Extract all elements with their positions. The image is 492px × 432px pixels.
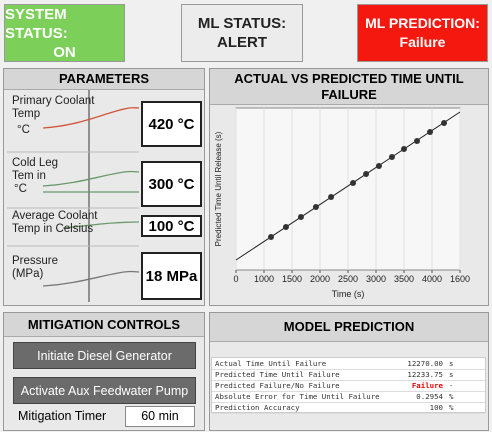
status-value: ON (53, 43, 76, 61)
table-cell: Predicted Failure/No Failure (215, 381, 340, 390)
point (375, 163, 382, 170)
param-label: Primary Coolant Temp (12, 95, 95, 120)
system-status: SYSTEM STATUS: ON (4, 4, 125, 62)
table-cell: Failure (411, 381, 443, 390)
x-tick-label: 3500 (394, 274, 414, 284)
prediction-table: Actual Time Until Failure 12270.00 s Predic… (211, 357, 486, 414)
param-label: Pressure (MPa) (12, 255, 59, 280)
point (401, 146, 407, 153)
x-tick-label: 4000 (422, 274, 442, 284)
table-cell: - (449, 381, 454, 390)
button[interactable]: Activate Aux Feedwater Pump (13, 377, 196, 404)
point (388, 154, 395, 161)
x-tick-label: 2000 (310, 274, 330, 284)
panel-title: PARAMETERS (4, 69, 204, 90)
table-cell: s (449, 359, 454, 368)
sparklines (7, 90, 140, 302)
point (312, 204, 319, 211)
table-row: Predicted Time Until Failure 12233.75 s (212, 369, 485, 381)
table-row: Predicted Failure/No Failure Failure - (212, 380, 485, 392)
status-label: ML STATUS: (197, 15, 287, 32)
table-cell: Actual Time Until Failure (215, 359, 327, 368)
point (350, 180, 357, 187)
timer-field[interactable]: 60 min (125, 406, 195, 427)
status-value: Failure (399, 34, 446, 50)
point (297, 214, 304, 221)
x-tick-label: 0 (233, 274, 238, 284)
point (268, 233, 274, 240)
param-value: 300 °C (141, 161, 202, 207)
point (414, 138, 421, 145)
point (328, 193, 335, 200)
x-tick-label: 2500 (338, 274, 358, 284)
table-cell: 12270.00 (407, 359, 443, 368)
status-label: SYSTEM STATUS: (5, 5, 68, 42)
x-tick-label: 3000 (366, 274, 386, 284)
x-axis-label: Time (s) (332, 289, 365, 299)
ml-prediction: ML PREDICTION: Failure (357, 4, 488, 62)
chart-title: ACTUAL VS PREDICTED TIME UNTIL FAILURE (210, 69, 488, 105)
status-value: ALERT (217, 34, 267, 51)
panel-title: MITIGATION CONTROLS (4, 313, 204, 337)
point (282, 223, 289, 230)
ml-status: ML STATUS: ALERT (181, 4, 303, 62)
table-cell: Absolute Error for Time Until Failure (215, 392, 380, 401)
chart: 0 1000 1500 2000 2500 3000 3500 4000 1600 Time (s… (214, 107, 470, 299)
y-axis-label: Predicted Time Until Release (s) (214, 131, 223, 246)
x-tick-label: 1000 (254, 274, 274, 284)
param-label: Cold Leg Tem in (12, 157, 59, 182)
x-tick-label: 1500 (282, 274, 302, 284)
timer-label: Mitigation Timer (18, 409, 107, 423)
param-label: Average Coolant Temp in Celsius (12, 210, 98, 235)
point (427, 128, 434, 135)
param-unit: °C (14, 183, 27, 195)
point (363, 171, 370, 178)
panel-title: MODEL PREDICTION (210, 313, 488, 342)
x-tick-label: 1600 (450, 274, 470, 284)
table-cell: Predicted Time Until Failure (215, 370, 340, 379)
status-label: ML PREDICTION: (365, 15, 480, 31)
point (441, 119, 448, 126)
param-value: 18 MPa (141, 252, 202, 300)
table-cell: Prediction Accuracy (215, 403, 300, 412)
table-cell: 12233.75 (407, 370, 443, 379)
table-cell: % (449, 403, 454, 412)
table-cell: % (449, 392, 454, 401)
table-cell: s (449, 370, 454, 379)
button[interactable]: Initiate Diesel Generator (13, 342, 196, 369)
param-value: 420 °C (141, 101, 202, 147)
table-row: Absolute Error for Time Until Failure 0.2… (212, 391, 485, 403)
table-row: Prediction Accuracy 100% (212, 402, 485, 414)
table-row: Actual Time Until Failure 12270.00 s (212, 358, 485, 370)
table-cell: 100 (429, 403, 443, 412)
param-unit: °C (17, 124, 30, 136)
table-cell: 0.2954 (416, 392, 443, 401)
param-value: 100 °C (141, 215, 202, 237)
